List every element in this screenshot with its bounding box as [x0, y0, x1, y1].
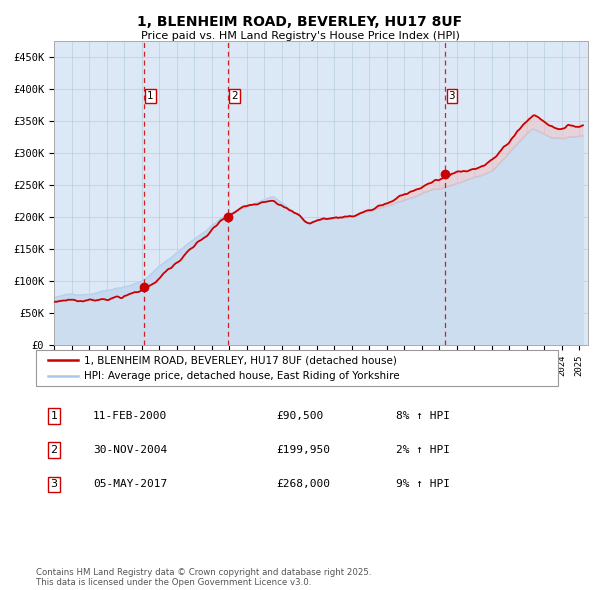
Text: 1: 1	[147, 91, 154, 101]
Text: 2: 2	[50, 445, 58, 455]
Text: 3: 3	[449, 91, 455, 101]
Text: HPI: Average price, detached house, East Riding of Yorkshire: HPI: Average price, detached house, East…	[84, 371, 400, 381]
Text: 1: 1	[50, 411, 58, 421]
Text: 2% ↑ HPI: 2% ↑ HPI	[396, 445, 450, 455]
Text: £268,000: £268,000	[276, 480, 330, 489]
Text: £90,500: £90,500	[276, 411, 323, 421]
Text: 05-MAY-2017: 05-MAY-2017	[93, 480, 167, 489]
Text: Price paid vs. HM Land Registry's House Price Index (HPI): Price paid vs. HM Land Registry's House …	[140, 31, 460, 41]
Text: 11-FEB-2000: 11-FEB-2000	[93, 411, 167, 421]
Text: 8% ↑ HPI: 8% ↑ HPI	[396, 411, 450, 421]
Text: Contains HM Land Registry data © Crown copyright and database right 2025.
This d: Contains HM Land Registry data © Crown c…	[36, 568, 371, 587]
Text: 9% ↑ HPI: 9% ↑ HPI	[396, 480, 450, 489]
Text: 1, BLENHEIM ROAD, BEVERLEY, HU17 8UF: 1, BLENHEIM ROAD, BEVERLEY, HU17 8UF	[137, 15, 463, 29]
Text: 3: 3	[50, 480, 58, 489]
Text: 2: 2	[231, 91, 238, 101]
Text: £199,950: £199,950	[276, 445, 330, 455]
Text: 1, BLENHEIM ROAD, BEVERLEY, HU17 8UF (detached house): 1, BLENHEIM ROAD, BEVERLEY, HU17 8UF (de…	[84, 355, 397, 365]
Text: 30-NOV-2004: 30-NOV-2004	[93, 445, 167, 455]
